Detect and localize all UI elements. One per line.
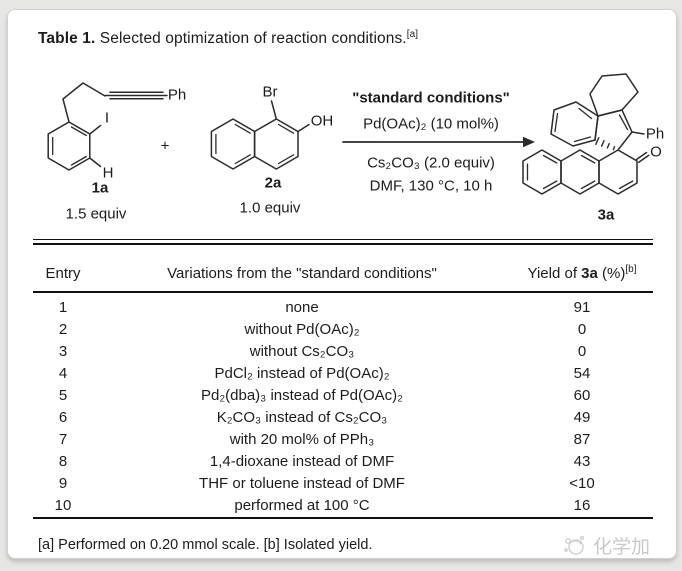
entry-cell: 2 <box>58 320 68 338</box>
table-card: Table 1. Selected optimization of reacti… <box>7 9 677 559</box>
table-header-rule <box>33 291 653 293</box>
table-title-text: Selected optimization of reaction condit… <box>95 30 407 47</box>
table-row: 2 without Pd(OAc)₂ 0 <box>33 318 653 340</box>
yield-cell: 16 <box>573 496 591 514</box>
table-row: 7 with 20 mol% of PPh₃ 87 <box>33 428 653 450</box>
header-entry: Entry <box>45 264 81 282</box>
table-row: 1 none 91 <box>33 296 653 318</box>
atom-label-ph-1a: Ph <box>167 86 187 104</box>
table-row: 6 K₂CO₃ instead of Cs₂CO₃ 49 <box>33 406 653 428</box>
plus-sign: + <box>160 137 170 155</box>
table-top-rule-thin <box>33 239 653 240</box>
variation-cell: none <box>285 298 319 316</box>
structure-2a <box>210 100 310 170</box>
header-variation: Variations from the "standard conditions… <box>167 264 437 282</box>
structure-3a <box>522 73 650 195</box>
entry-cell: 3 <box>58 342 68 360</box>
compound-label-2a: 2a <box>264 174 282 192</box>
yield-cell: 60 <box>573 386 591 404</box>
yield-cell: 0 <box>577 320 587 338</box>
conditions-base: Cs₂CO₃ (2.0 equiv) <box>367 154 495 172</box>
watermark-text: 化学加 <box>593 537 651 558</box>
atom-label-oxygen: O <box>650 143 662 161</box>
yield-cell: 54 <box>573 364 591 382</box>
yield-cell: 49 <box>573 408 591 426</box>
table-title-number: Table 1. <box>38 30 96 47</box>
header-yield: Yield of 3a (%)[b] <box>527 263 637 282</box>
conditions-catalyst: Pd(OAc)₂ (10 mol%) <box>363 115 499 133</box>
variation-cell: with 20 mol% of PPh₃ <box>229 430 375 448</box>
structure-1a <box>47 82 168 171</box>
conditions-title: "standard conditions" <box>352 89 510 107</box>
table-row: 9 THF or toluene instead of DMF <10 <box>33 472 653 494</box>
entry-cell: 6 <box>58 408 68 426</box>
watermark: 化学加 <box>562 532 650 559</box>
table-title: Table 1. Selected optimization of reacti… <box>38 28 419 48</box>
table-row: 10 performed at 100 °C 16 <box>33 494 653 516</box>
variation-cell: without Pd(OAc)₂ <box>244 320 360 338</box>
variation-cell: 1,4-dioxane instead of DMF <box>209 452 395 470</box>
entry-cell: 4 <box>58 364 68 382</box>
compound-label-1a: 1a <box>91 179 109 197</box>
variation-cell: without Cs₂CO₃ <box>249 342 355 360</box>
watermark-logo-icon <box>564 535 585 555</box>
conditions-solvent-temp: DMF, 130 °C, 10 h <box>369 177 493 195</box>
variation-cell: PdCl₂ instead of Pd(OAc)₂ <box>214 364 390 382</box>
equiv-label-1a: 1.5 equiv <box>65 205 127 223</box>
table-body: 1 none 91 2 without Pd(OAc)₂ 0 3 without… <box>33 296 653 516</box>
table-bottom-rule <box>33 517 653 519</box>
atom-label-hydroxyl: OH <box>310 112 334 130</box>
table-footnote: [a] Performed on 0.20 mmol scale. [b] Is… <box>38 537 373 553</box>
table-row: 8 1,4-dioxane instead of DMF 43 <box>33 450 653 472</box>
yield-cell: <10 <box>569 474 595 492</box>
variation-cell: Pd₂(dba)₃ instead of Pd(OAc)₂ <box>200 386 403 404</box>
table-title-footnote-mark: [a] <box>406 28 419 40</box>
atom-label-bromine: Br <box>262 83 278 101</box>
entry-cell: 10 <box>54 496 72 514</box>
table-header-row: Entry Variations from the "standard cond… <box>33 257 653 289</box>
table-row: 5 Pd₂(dba)₃ instead of Pd(OAc)₂ 60 <box>33 384 653 406</box>
table-row: 4 PdCl₂ instead of Pd(OAc)₂ 54 <box>33 362 653 384</box>
atom-label-iodine: I <box>104 109 110 127</box>
atom-label-ph-3a: Ph <box>645 125 665 143</box>
entry-cell: 8 <box>58 452 68 470</box>
compound-label-3a: 3a <box>597 206 615 224</box>
entry-cell: 7 <box>58 430 68 448</box>
reaction-scheme: Ph I H 1a 1.5 equiv + Br OH 2a 1.0 equiv… <box>30 68 670 240</box>
entry-cell: 9 <box>58 474 68 492</box>
variation-cell: performed at 100 °C <box>234 496 370 514</box>
table-top-rule-thick <box>33 243 653 245</box>
variation-cell: K₂CO₃ instead of Cs₂CO₃ <box>216 408 388 426</box>
scheme-line-art <box>47 73 650 195</box>
table-row: 3 without Cs₂CO₃ 0 <box>33 340 653 362</box>
variation-cell: THF or toluene instead of DMF <box>199 474 405 492</box>
yield-cell: 87 <box>573 430 591 448</box>
entry-cell: 1 <box>58 298 68 316</box>
entry-cell: 5 <box>58 386 68 404</box>
equiv-label-2a: 1.0 equiv <box>239 199 301 217</box>
reaction-arrow <box>342 136 535 148</box>
yield-cell: 43 <box>573 452 591 470</box>
yield-cell: 91 <box>573 298 591 316</box>
atom-label-hydrogen: H <box>102 164 114 182</box>
yield-cell: 0 <box>577 342 587 360</box>
